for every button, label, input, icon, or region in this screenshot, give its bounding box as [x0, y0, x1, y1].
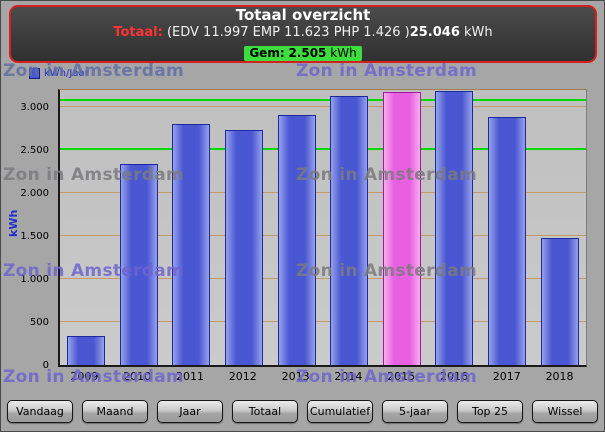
x-tick-label: 2012 — [228, 370, 257, 383]
nav-button-cumulatief[interactable]: Cumulatief — [307, 400, 373, 423]
total-unit: kWh — [464, 25, 493, 40]
watermark: Zon in Amsterdam — [3, 165, 185, 185]
bar-slot — [60, 90, 113, 365]
x-tick-label: 2018 — [545, 370, 574, 383]
nav-button-5-jaar[interactable]: 5-jaar — [382, 400, 448, 423]
nav-button-totaal[interactable]: Totaal — [232, 400, 298, 423]
nav-buttons: Vandaag Maand Jaar Totaal Cumulatief 5-jaar To… — [7, 400, 598, 423]
chart-legend: kWh/Jaar — [29, 68, 89, 79]
gridline — [60, 106, 586, 108]
y-axis-ticks: 0 500 1.000 1.500 2.000 2.500 3.000 — [1, 90, 54, 371]
gridline — [60, 235, 586, 237]
watermark: Zon in Amsterdam — [3, 261, 185, 281]
watermark: Zon in Amsterdam — [3, 61, 185, 81]
grid-layer — [60, 90, 586, 365]
bar-slot — [165, 90, 218, 365]
bar-2014 — [330, 96, 369, 365]
plot-area — [58, 89, 587, 367]
y-tick-label: 2.500 — [20, 145, 49, 157]
total-line: Totaal: (EDV 11.997 EMP 11.623 PHP 1.426… — [113, 25, 492, 41]
x-tick-label: 2017 — [492, 370, 521, 383]
bar-slot — [481, 90, 534, 365]
watermark: Zon in Amsterdam — [296, 367, 478, 387]
bar-slot — [428, 90, 481, 365]
bar-2013 — [277, 114, 316, 365]
bar-2010 — [119, 163, 158, 365]
watermark: Zon in Amsterdam — [296, 261, 478, 281]
watermark: Zon in Amsterdam — [3, 367, 185, 387]
y-tick-label: 500 — [29, 317, 49, 329]
reference-line — [60, 98, 586, 101]
nav-button-top-25[interactable]: Top 25 — [457, 400, 523, 423]
x-tick-label: 2010 — [123, 370, 152, 383]
summary-panel: Totaal overzicht Totaal: (EDV 11.997 EMP… — [9, 5, 597, 63]
bar-slot — [218, 90, 271, 365]
nav-button-jaar[interactable]: Jaar — [157, 400, 223, 423]
average-chip: Gem: 2.505 kWh — [244, 46, 362, 61]
x-tick-label: 2016 — [439, 370, 468, 383]
average-label: Gem: — [249, 46, 285, 60]
page-title: Totaal overzicht — [235, 6, 371, 24]
total-label: Totaal: — [113, 25, 163, 40]
legend-color-swatch — [29, 68, 40, 79]
legend-label: kWh/Jaar — [44, 68, 89, 79]
y-tick-label: 3.000 — [20, 102, 49, 114]
average-line: Gem: 2.505 kWh — [244, 42, 362, 61]
x-tick-label: 2014 — [334, 370, 363, 383]
x-tick-label: 2009 — [70, 370, 99, 383]
gridline — [60, 192, 586, 194]
y-tick-label: 2.000 — [20, 188, 49, 200]
total-value: 25.046 — [409, 25, 460, 40]
bar-2009 — [67, 335, 106, 365]
x-tick-label: 2013 — [281, 370, 310, 383]
bar-slot — [113, 90, 166, 365]
bar-2012 — [225, 130, 264, 365]
total-breakdown: (EDV 11.997 EMP 11.623 PHP 1.426 ) — [166, 25, 410, 40]
bar-slot — [376, 90, 429, 365]
x-tick-label: 2011 — [175, 370, 204, 383]
x-tick-label: 2015 — [387, 370, 416, 383]
average-unit: kWh — [330, 46, 357, 60]
bar-slot — [270, 90, 323, 365]
reference-line — [60, 147, 586, 150]
y-tick-label: 1.000 — [20, 274, 49, 286]
gridline — [60, 278, 586, 280]
gridline — [60, 321, 586, 323]
watermark: Zon in Amsterdam — [296, 165, 478, 185]
bar-2016 — [435, 90, 474, 365]
bar-2018 — [540, 237, 579, 365]
watermark: Zon in Amsterdam — [296, 61, 478, 81]
bar-2011 — [172, 124, 211, 365]
nav-button-vandaag[interactable]: Vandaag — [7, 400, 73, 423]
y-tick-label: 0 — [42, 360, 49, 371]
x-axis-labels: 2009 2010 2011 2012 2013 2014 2015 2016 2017 2018 — [58, 370, 586, 383]
nav-button-maand[interactable]: Maand — [82, 400, 148, 423]
bar-2015 — [382, 91, 421, 365]
bar-slot — [323, 90, 376, 365]
nav-button-wissel[interactable]: Wissel — [532, 400, 598, 423]
y-tick-label: 1.500 — [20, 231, 49, 243]
average-value: 2.505 — [288, 46, 327, 60]
bars-row — [60, 90, 586, 365]
bar-2017 — [488, 116, 527, 365]
bar-slot — [533, 90, 586, 365]
